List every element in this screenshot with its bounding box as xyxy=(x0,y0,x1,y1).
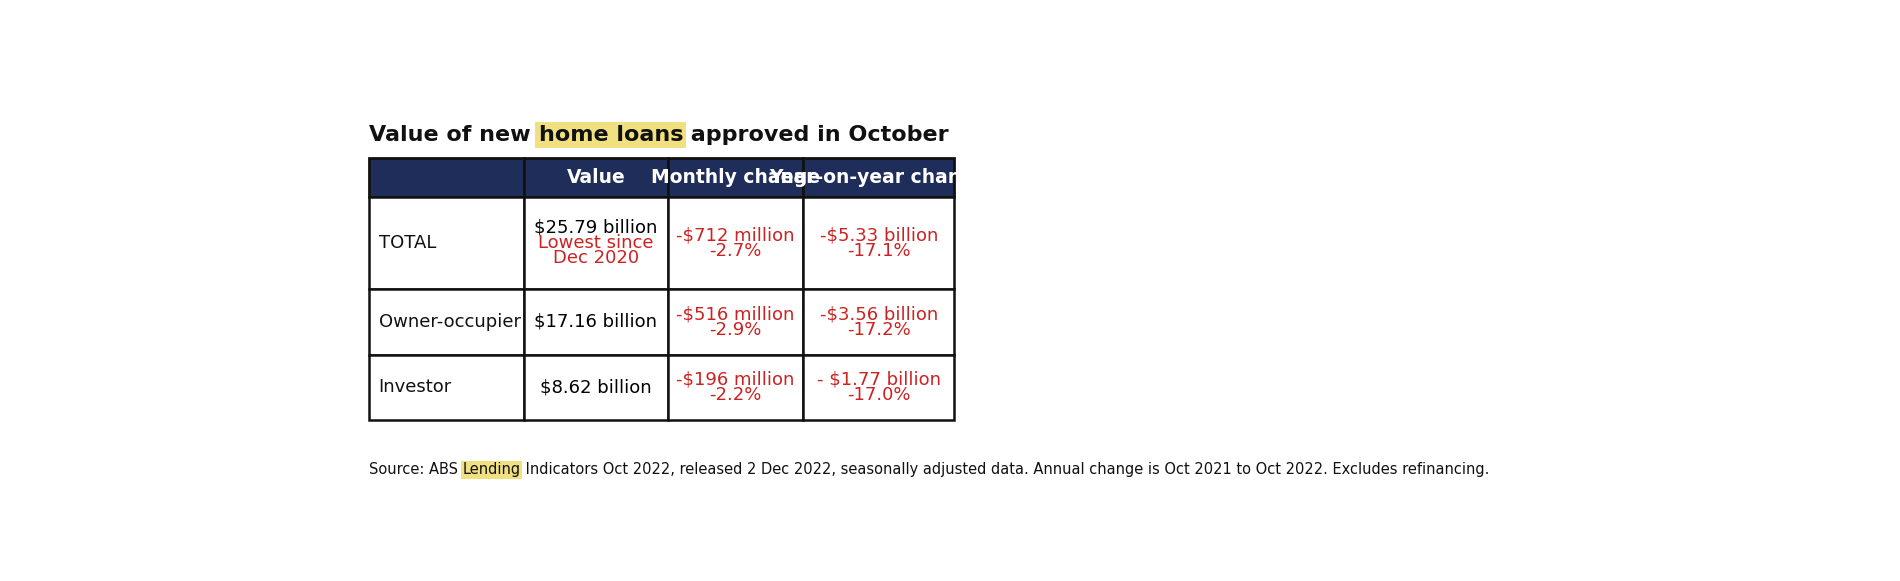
Text: -$516 million: -$516 million xyxy=(676,305,794,323)
Text: -17.1%: -17.1% xyxy=(847,242,910,260)
Bar xyxy=(667,197,804,289)
Text: Lending: Lending xyxy=(464,462,521,478)
Text: $25.79 billion: $25.79 billion xyxy=(534,218,657,236)
Text: -2.7%: -2.7% xyxy=(709,242,762,260)
Bar xyxy=(667,354,804,420)
Bar xyxy=(369,289,524,354)
Bar xyxy=(804,197,954,289)
Bar xyxy=(667,289,804,354)
Text: Dec 2020: Dec 2020 xyxy=(553,249,638,267)
Text: -2.2%: -2.2% xyxy=(709,386,762,404)
Text: Year-on-year change: Year-on-year change xyxy=(770,168,988,187)
Text: Investor: Investor xyxy=(378,378,452,396)
Bar xyxy=(804,289,954,354)
Text: -17.0%: -17.0% xyxy=(847,386,910,404)
Text: home loans: home loans xyxy=(538,125,684,145)
Bar xyxy=(804,354,954,420)
Bar xyxy=(369,354,524,420)
Text: TOTAL: TOTAL xyxy=(378,234,435,252)
Bar xyxy=(524,289,667,354)
Text: approved in October: approved in October xyxy=(684,125,948,145)
Text: -$712 million: -$712 million xyxy=(676,226,794,244)
Text: Value of new: Value of new xyxy=(369,125,538,145)
Text: $17.16 billion: $17.16 billion xyxy=(534,313,657,331)
Bar xyxy=(804,158,954,197)
Text: -2.9%: -2.9% xyxy=(709,321,762,339)
Text: -$3.56 billion: -$3.56 billion xyxy=(819,305,939,323)
Text: Lowest since: Lowest since xyxy=(538,234,654,252)
Bar xyxy=(667,158,804,197)
Text: -17.2%: -17.2% xyxy=(847,321,910,339)
Text: Indicators Oct 2022, released 2 Dec 2022, seasonally adjusted data. Annual chang: Indicators Oct 2022, released 2 Dec 2022… xyxy=(521,462,1490,478)
Bar xyxy=(524,197,667,289)
Bar xyxy=(524,158,667,197)
Text: -$5.33 billion: -$5.33 billion xyxy=(819,226,939,244)
Text: Owner-occupier: Owner-occupier xyxy=(378,313,521,331)
Text: - $1.77 billion: - $1.77 billion xyxy=(817,371,940,389)
Text: $8.62 billion: $8.62 billion xyxy=(540,378,652,396)
Text: Value: Value xyxy=(566,168,625,187)
Bar xyxy=(369,197,524,289)
Bar xyxy=(524,354,667,420)
Text: Source: ABS: Source: ABS xyxy=(369,462,464,478)
Bar xyxy=(369,158,524,197)
Text: Monthly change: Monthly change xyxy=(652,168,821,187)
Text: -$196 million: -$196 million xyxy=(676,371,794,389)
